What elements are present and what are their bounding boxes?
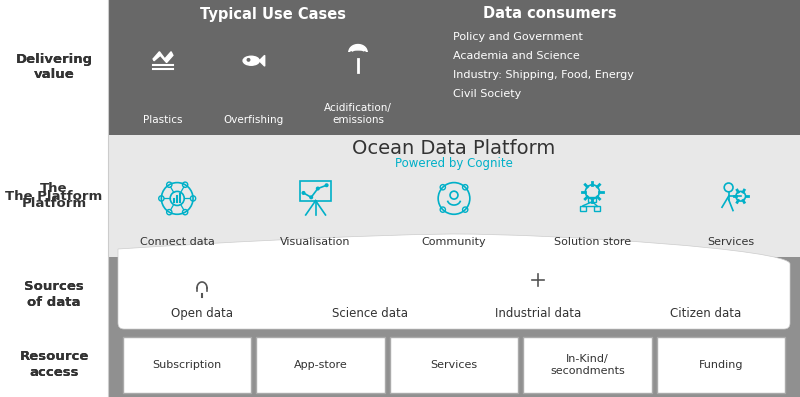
Text: Sources
of data: Sources of data [24, 281, 84, 308]
FancyBboxPatch shape [123, 337, 251, 393]
Text: Plastics: Plastics [143, 115, 182, 125]
PathPatch shape [118, 234, 790, 329]
Polygon shape [259, 55, 265, 66]
Circle shape [317, 187, 319, 190]
Text: Connect data: Connect data [140, 237, 214, 247]
Text: Industry: Shipping, Food, Energy: Industry: Shipping, Food, Energy [453, 70, 634, 80]
FancyBboxPatch shape [108, 257, 800, 332]
Text: Delivering
value: Delivering value [15, 54, 93, 81]
Text: Delivering
value: Delivering value [15, 54, 93, 81]
FancyBboxPatch shape [108, 0, 800, 135]
Text: Sources
of data: Sources of data [24, 281, 84, 308]
Ellipse shape [243, 56, 259, 65]
Text: Services: Services [430, 360, 478, 370]
Text: Powered by Cognite: Powered by Cognite [395, 156, 513, 170]
Text: Subscription: Subscription [153, 360, 222, 370]
FancyBboxPatch shape [256, 337, 385, 393]
Text: Funding: Funding [698, 360, 743, 370]
Circle shape [326, 184, 328, 187]
Text: In-Kind/
secondments: In-Kind/ secondments [550, 354, 625, 376]
FancyBboxPatch shape [108, 135, 800, 257]
Text: Citizen data: Citizen data [670, 307, 742, 320]
FancyBboxPatch shape [0, 0, 108, 397]
FancyBboxPatch shape [108, 332, 800, 397]
Polygon shape [349, 44, 367, 52]
Text: App-store: App-store [294, 360, 347, 370]
Text: The
Platform: The Platform [22, 182, 86, 210]
Circle shape [302, 192, 305, 194]
Text: Resource
access: Resource access [19, 351, 89, 378]
Text: Visualisation: Visualisation [280, 237, 351, 247]
Circle shape [247, 59, 250, 61]
FancyBboxPatch shape [390, 337, 518, 393]
Text: Industrial data: Industrial data [495, 307, 581, 320]
Text: Services: Services [707, 237, 754, 247]
Text: Typical Use Cases: Typical Use Cases [200, 6, 346, 21]
Text: Community: Community [422, 237, 486, 247]
Text: Overfishing: Overfishing [223, 115, 283, 125]
Text: Policy and Government: Policy and Government [453, 32, 583, 42]
Text: Science data: Science data [332, 307, 408, 320]
Text: Ocean Data Platform: Ocean Data Platform [352, 139, 556, 158]
FancyBboxPatch shape [657, 337, 785, 393]
Polygon shape [153, 52, 173, 63]
Text: Civil Society: Civil Society [453, 89, 522, 99]
Text: The Platform: The Platform [6, 189, 102, 202]
Text: Data consumers: Data consumers [483, 6, 617, 21]
Text: Resource
access: Resource access [19, 351, 89, 378]
FancyBboxPatch shape [523, 337, 651, 393]
Text: Academia and Science: Academia and Science [453, 51, 580, 61]
Text: Solution store: Solution store [554, 237, 631, 247]
Text: Acidification/
emissions: Acidification/ emissions [324, 103, 392, 125]
Circle shape [368, 285, 372, 289]
Circle shape [310, 196, 313, 198]
Text: Open data: Open data [171, 307, 233, 320]
